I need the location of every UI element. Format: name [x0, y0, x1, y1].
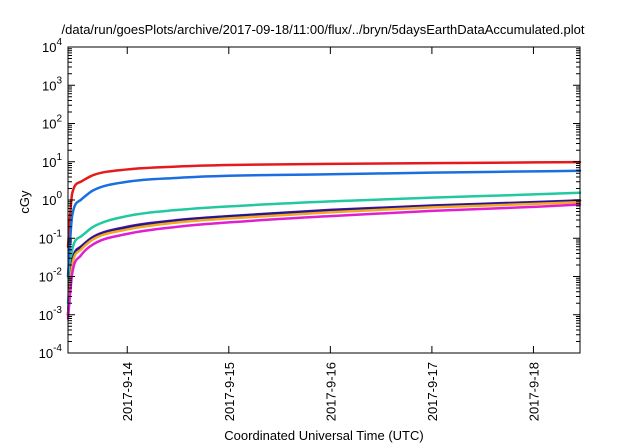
y-tick-mantissa: 10: [42, 155, 56, 170]
chart-title: /data/run/goesPlots/archive/2017-09-18/1…: [62, 22, 585, 37]
y-tick-exponent: -4: [53, 343, 62, 354]
y-tick-mantissa: 10: [42, 78, 56, 93]
x-tick-label: 2017-9-18: [526, 362, 541, 421]
series-line-3: [66, 191, 582, 305]
y-axis-label: cGy: [17, 190, 32, 214]
y-tick-mantissa: 10: [39, 346, 53, 361]
y-tick-exponent: 0: [56, 190, 62, 201]
y-tick-mantissa: 10: [42, 193, 56, 208]
y-tick-exponent: 4: [56, 37, 62, 48]
y-tick-label: 101: [42, 152, 62, 170]
y-tick-exponent: -1: [53, 228, 62, 239]
y-tick-label: 103: [42, 75, 62, 93]
y-tick-exponent: -2: [53, 267, 62, 278]
y-tick-mantissa: 10: [42, 117, 56, 132]
x-tick-label: 2017-9-16: [323, 362, 338, 421]
y-tick-exponent: 3: [56, 75, 62, 86]
y-tick-label: 104: [42, 37, 62, 55]
plot-area: [66, 160, 582, 320]
y-tick-exponent: 1: [56, 152, 62, 163]
series-line-5: [66, 199, 582, 316]
series-line-1: [66, 160, 582, 248]
series-line-6: [66, 200, 582, 316]
y-tick-label: 10-4: [39, 343, 63, 361]
y-tick-mantissa: 10: [39, 308, 53, 323]
y-tick-label: 10-3: [39, 305, 63, 323]
y-tick-mantissa: 10: [39, 231, 53, 246]
y-tick-label: 10-1: [39, 228, 63, 246]
y-tick-exponent: 2: [56, 114, 62, 125]
x-tick-label: 2017-9-14: [120, 362, 135, 421]
y-tick-label: 102: [42, 114, 62, 132]
plot-frame: [67, 46, 581, 354]
x-tick-label: 2017-9-15: [222, 362, 237, 421]
y-tick-label: 100: [42, 190, 62, 208]
x-axis-label: Coordinated Universal Time (UTC): [224, 428, 423, 443]
x-tick-label: 2017-9-17: [425, 362, 440, 421]
y-tick-label: 10-2: [39, 267, 63, 285]
series-line-7: [66, 203, 582, 320]
y-tick-mantissa: 10: [39, 270, 53, 285]
series-line-2: [66, 169, 582, 278]
y-tick-mantissa: 10: [42, 40, 56, 55]
y-tick-exponent: -3: [53, 305, 62, 316]
x-axis: 2017-9-14 2017-9-15 2017-9-16 2017-9-17 2017…: [120, 47, 541, 421]
